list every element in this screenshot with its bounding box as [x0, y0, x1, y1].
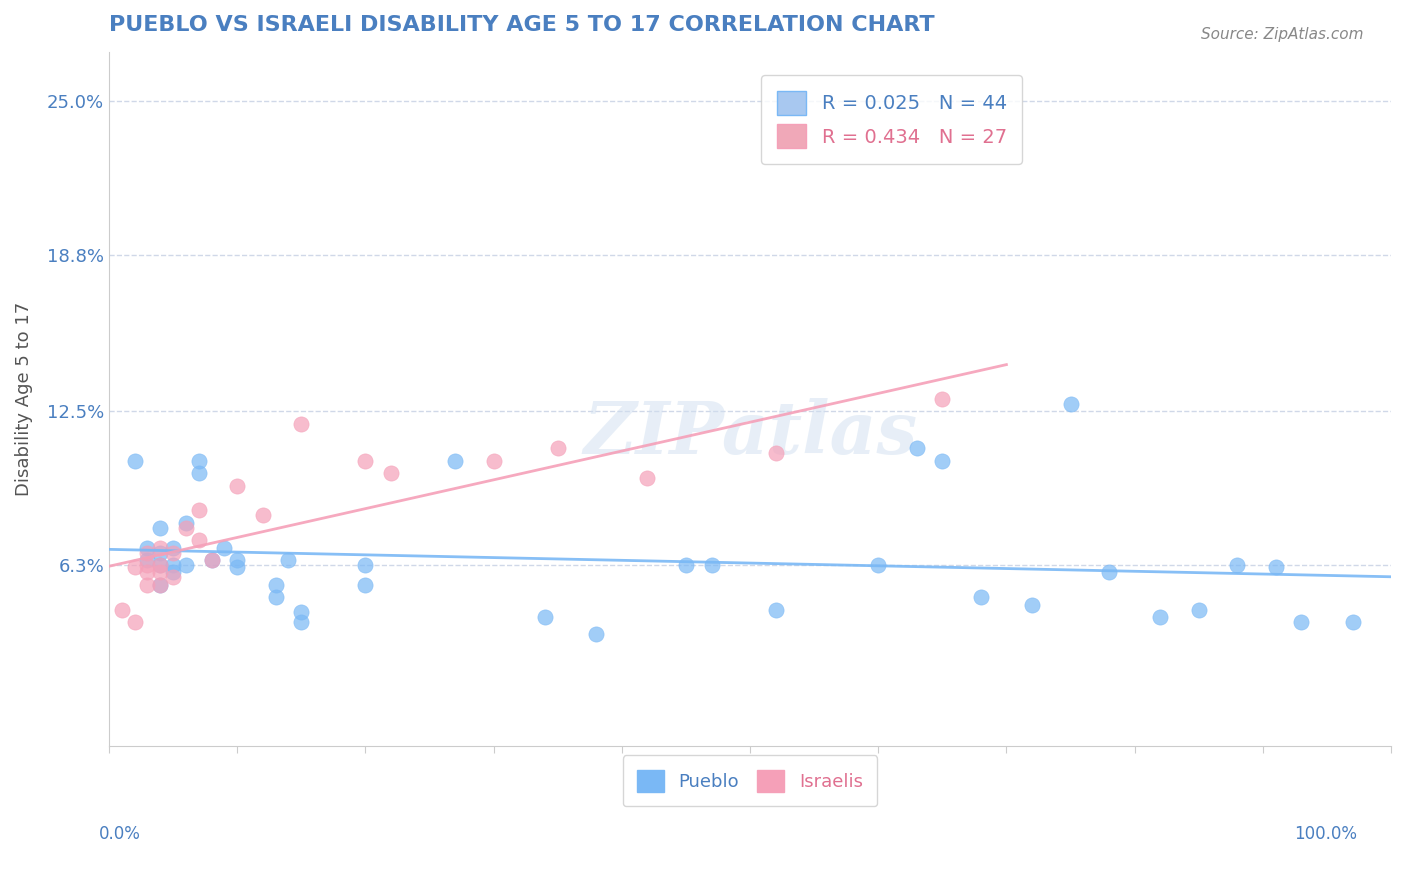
Point — [290, 417, 312, 431]
Point — [354, 454, 377, 468]
Point — [264, 591, 287, 605]
Point — [149, 578, 172, 592]
Point — [162, 566, 184, 580]
Point — [149, 578, 172, 592]
Point — [585, 627, 607, 641]
Text: PUEBLO VS ISRAELI DISABILITY AGE 5 TO 17 CORRELATION CHART: PUEBLO VS ISRAELI DISABILITY AGE 5 TO 17… — [110, 15, 935, 35]
Point — [200, 553, 222, 567]
Point — [174, 516, 197, 530]
Point — [1188, 602, 1211, 616]
Point — [1264, 560, 1286, 574]
Point — [290, 615, 312, 629]
Point — [380, 467, 402, 481]
Point — [162, 546, 184, 560]
Point — [765, 446, 787, 460]
Point — [136, 566, 159, 580]
Point — [111, 602, 134, 616]
Point — [636, 471, 658, 485]
Point — [187, 503, 209, 517]
Point — [187, 467, 209, 481]
Point — [149, 541, 172, 555]
Point — [931, 454, 953, 468]
Point — [931, 392, 953, 406]
Point — [444, 454, 467, 468]
Point — [1059, 397, 1081, 411]
Text: 100.0%: 100.0% — [1294, 825, 1357, 843]
Point — [200, 553, 222, 567]
Point — [187, 533, 209, 548]
Point — [149, 521, 172, 535]
Point — [124, 560, 146, 574]
Point — [149, 558, 172, 572]
Point — [700, 558, 723, 572]
Point — [136, 546, 159, 560]
Point — [136, 541, 159, 555]
Point — [868, 558, 890, 572]
Point — [149, 566, 172, 580]
Point — [226, 560, 249, 574]
Y-axis label: Disability Age 5 to 17: Disability Age 5 to 17 — [15, 301, 32, 496]
Point — [1149, 610, 1171, 624]
Point — [162, 570, 184, 584]
Point — [290, 605, 312, 619]
Point — [765, 602, 787, 616]
Point — [149, 546, 172, 560]
Point — [136, 558, 159, 572]
Point — [162, 558, 184, 572]
Point — [214, 541, 236, 555]
Text: 0.0%: 0.0% — [98, 825, 141, 843]
Legend: Pueblo, Israelis: Pueblo, Israelis — [623, 756, 877, 806]
Point — [547, 442, 569, 456]
Point — [482, 454, 505, 468]
Point — [277, 553, 299, 567]
Point — [252, 508, 274, 523]
Point — [149, 558, 172, 572]
Point — [136, 553, 159, 567]
Point — [162, 541, 184, 555]
Point — [124, 454, 146, 468]
Point — [354, 578, 377, 592]
Point — [970, 591, 993, 605]
Point — [1226, 558, 1249, 572]
Point — [1098, 566, 1121, 580]
Point — [1021, 598, 1043, 612]
Point — [124, 615, 146, 629]
Point — [675, 558, 697, 572]
Point — [534, 610, 557, 624]
Point — [354, 558, 377, 572]
Point — [264, 578, 287, 592]
Point — [174, 558, 197, 572]
Point — [226, 553, 249, 567]
Text: Source: ZipAtlas.com: Source: ZipAtlas.com — [1201, 27, 1364, 42]
Point — [187, 454, 209, 468]
Point — [1341, 615, 1364, 629]
Point — [905, 442, 928, 456]
Point — [226, 478, 249, 492]
Text: ZIPatlas: ZIPatlas — [583, 398, 917, 469]
Point — [174, 521, 197, 535]
Point — [136, 578, 159, 592]
Point — [1291, 615, 1313, 629]
